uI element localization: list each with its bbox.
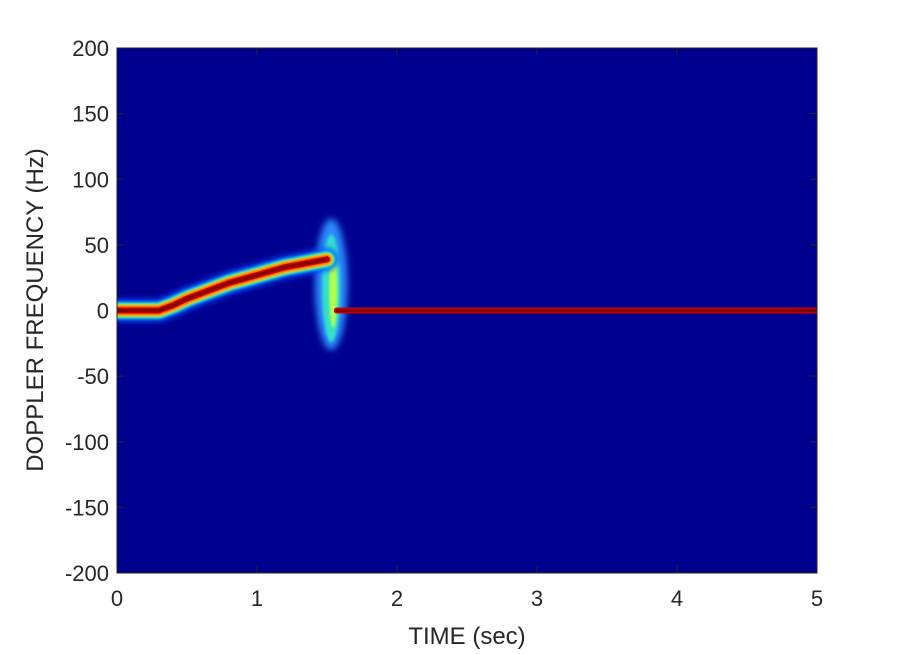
y-tick-label: -50 xyxy=(77,364,109,389)
x-tick-label: 1 xyxy=(251,586,263,611)
y-axis: 200 150 100 50 0 -50 -100 -150 -200 xyxy=(65,36,817,586)
y-tick-label: 150 xyxy=(72,102,109,127)
y-tick-label: 100 xyxy=(72,167,109,192)
y-tick-label: -150 xyxy=(65,495,109,520)
x-tick-label: 5 xyxy=(811,586,823,611)
x-axis: 0 1 2 3 4 5 xyxy=(111,48,823,611)
y-tick-label: 200 xyxy=(72,36,109,61)
y-tick-label: -200 xyxy=(65,561,109,586)
x-tick-label: 2 xyxy=(391,586,403,611)
y-tick-label: 0 xyxy=(97,299,109,324)
y-axis-label: DOPPLER FREQUENCY (Hz) xyxy=(22,148,49,472)
x-tick-label: 3 xyxy=(531,586,543,611)
x-tick-label: 4 xyxy=(671,586,683,611)
x-axis-label: TIME (sec) xyxy=(408,623,525,650)
doppler-heat-layer xyxy=(117,218,817,350)
y-tick-label: 50 xyxy=(85,233,109,258)
y-tick-label: -100 xyxy=(65,430,109,455)
x-tick-label: 0 xyxy=(111,586,123,611)
doppler-track-curve-band-darkred xyxy=(117,257,329,312)
